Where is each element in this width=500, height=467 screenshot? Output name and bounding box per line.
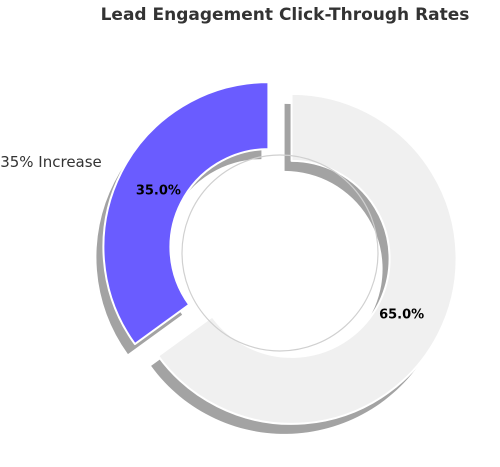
pie-slice-0 (102, 81, 270, 346)
pct-label-1: 65.0% (379, 307, 424, 322)
slice-label-0: 35% Increase (0, 153, 102, 171)
pct-label-0: 35.0% (136, 184, 181, 199)
pie-slice-1 (157, 92, 458, 425)
chart-title: Lead Engagement Click-Through Rates (100, 5, 470, 25)
donut-inner-ring (181, 154, 379, 352)
